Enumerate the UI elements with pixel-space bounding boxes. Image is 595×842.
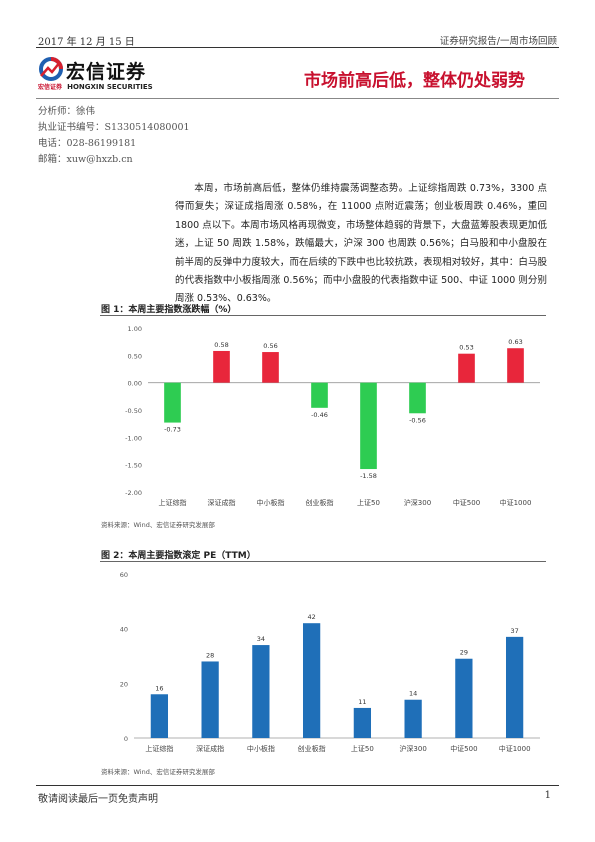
- page-number: 1: [544, 790, 551, 801]
- figure1-chart: 1.00 0.50 0.00 -0.50 -1.00 -1.50 -2.00 -0.73 上证综…: [125, 325, 540, 507]
- data-label: 11: [358, 698, 366, 706]
- figure2-chart: 60 40 20 0 16 上证综指 28 深证成指 34 中小板指 42 创业板指 11 上证50 14 沪…: [120, 571, 540, 753]
- data-label: 29: [460, 649, 468, 657]
- data-label: -0.73: [164, 426, 181, 434]
- figure1-source: 资料来源：Wind、宏信证券研究发展部: [101, 521, 215, 529]
- data-label: 0.58: [214, 341, 228, 349]
- bar: [455, 658, 473, 738]
- y-tick-label: 20: [120, 680, 128, 688]
- x-tick-label: 上证综指: [159, 498, 187, 507]
- summary-paragraph: 本周，市场前高后低，整体仍维持震荡调整态势。上证综指周跌 0.73%，3300 …: [175, 180, 547, 309]
- bar: [302, 623, 321, 738]
- logo-sub-en: HONGXIN SECURITIES: [67, 83, 153, 91]
- data-label: 34: [257, 635, 265, 643]
- report-type: 证券研究报告/一周市场回顾: [439, 36, 557, 47]
- header-divider: [36, 47, 559, 48]
- logo-mark-icon: [39, 57, 63, 81]
- x-tick-label: 中小板指: [247, 744, 275, 753]
- analyst-email[interactable]: 邮箱：xuw@hxzb.cn: [38, 154, 133, 165]
- bar: [353, 707, 372, 738]
- bar: [311, 382, 328, 408]
- bar: [360, 382, 377, 470]
- x-tick-label: 深证成指: [208, 498, 236, 507]
- y-tick-label: 0.00: [128, 380, 142, 388]
- title-divider: [36, 98, 559, 99]
- bar: [458, 353, 475, 383]
- x-tick-label: 中证1000: [500, 498, 532, 507]
- y-tick-label: 1.00: [128, 325, 142, 333]
- data-label: -0.46: [311, 411, 328, 419]
- footer-divider: [36, 785, 559, 786]
- logo-sub-cn: 宏信证券: [38, 84, 63, 91]
- x-tick-label: 上证50: [351, 744, 374, 753]
- analyst-info: 分析师：徐伟 执业证书编号：S1330514080001 电话：028-8619…: [38, 104, 190, 168]
- data-label: 0.56: [263, 342, 277, 350]
- bar: [252, 645, 270, 738]
- bar: [262, 352, 279, 383]
- analyst-name: 分析师：徐伟: [38, 106, 96, 117]
- data-label: 28: [206, 651, 214, 659]
- logo-text: 宏信证券: [66, 61, 147, 83]
- report-date: 2017 年 12 月 15 日: [38, 37, 135, 48]
- data-label: 14: [409, 690, 417, 698]
- figure1-divider: [100, 315, 546, 316]
- y-tick-label: -1.00: [125, 434, 142, 442]
- analyst-license: 执业证书编号：S1330514080001: [38, 122, 190, 133]
- data-label: 16: [155, 684, 163, 692]
- x-tick-label: 沪深300: [399, 744, 426, 753]
- y-tick-label: -0.50: [125, 407, 142, 415]
- report-title: 市场前高后低，整体仍处弱势: [304, 71, 525, 91]
- bar: [507, 348, 524, 383]
- x-tick-label: 沪深300: [404, 498, 431, 507]
- bar: [505, 636, 524, 738]
- analyst-phone: 电话：028-86199181: [38, 138, 137, 149]
- summary-text: 本周，市场前高后低，整体仍维持震荡调整态势。上证综指周跌 0.73%，3300 …: [175, 183, 547, 305]
- bar: [164, 382, 181, 423]
- data-label: -1.58: [360, 472, 377, 480]
- bar: [201, 661, 219, 738]
- bar: [404, 699, 422, 738]
- bar: [213, 350, 230, 383]
- x-tick-label: 上证综指: [145, 744, 173, 753]
- x-tick-label: 上证50: [357, 498, 380, 507]
- figure2-source: 资料来源：Wind、宏信证券研究发展部: [101, 768, 215, 776]
- x-tick-label: 创业板指: [306, 498, 334, 507]
- data-label: 0.63: [508, 338, 522, 346]
- y-tick-label: 0: [124, 735, 128, 743]
- data-label: 0.53: [459, 344, 473, 352]
- company-logo: 宏信证券 宏信证券 HONGXIN SECURITIES: [38, 56, 178, 92]
- y-tick-label: 60: [120, 571, 128, 579]
- disclaimer-link[interactable]: 敬请阅读最后一页免责声明: [38, 794, 158, 805]
- figure2-divider: [100, 561, 546, 562]
- bar: [150, 694, 169, 738]
- y-tick-label: 0.50: [128, 352, 142, 360]
- y-tick-label: -1.50: [125, 462, 142, 470]
- x-tick-label: 中证1000: [499, 744, 531, 753]
- data-label: 37: [510, 627, 518, 635]
- figure2-title: 图 2：本周主要指数滚定 PE（TTM）: [101, 551, 256, 561]
- figure1-title: 图 1：本周主要指数涨跌幅（%）: [101, 305, 237, 315]
- y-tick-label: -2.00: [125, 489, 142, 497]
- y-tick-label: 40: [120, 626, 128, 634]
- x-tick-label: 深证成指: [196, 744, 224, 753]
- data-label: -0.56: [409, 416, 426, 424]
- logo-subtitle: 宏信证券 HONGXIN SECURITIES: [38, 82, 153, 91]
- x-tick-label: 中小板指: [257, 498, 285, 507]
- x-tick-label: 创业板指: [298, 744, 326, 753]
- x-tick-label: 中证500: [450, 744, 477, 753]
- x-tick-label: 中证500: [453, 498, 480, 507]
- bar: [409, 382, 426, 414]
- data-label: 42: [307, 613, 315, 621]
